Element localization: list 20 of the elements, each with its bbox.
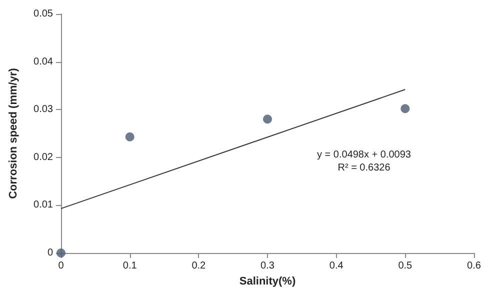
y-tick-label: 0 <box>47 248 54 258</box>
x-axis-title: Salinity(%) <box>239 275 296 288</box>
point <box>400 104 410 114</box>
annotation: y = 0.0498x + 0.0093 <box>317 150 412 160</box>
y-tick-label: 0.03 <box>34 104 54 116</box>
x-tick-label: 0.2 <box>192 260 206 272</box>
x-tick-label: 0 <box>58 260 64 272</box>
y-tick-label: 0.01 <box>34 200 54 211</box>
annotation: R² = 0.6326 <box>338 162 391 174</box>
point <box>125 132 134 142</box>
x-tick-label: 0.3 <box>260 260 275 272</box>
x-tick-label: 0.6 <box>467 260 482 272</box>
y-axis-title: Corrosion speed (mm/yr) <box>8 68 20 199</box>
x-tick-label: 0.1 <box>122 260 138 272</box>
y-tick-label: 0.04 <box>34 56 54 68</box>
x-tick-label: 0.4 <box>329 260 344 272</box>
y-tick-label: 0.02 <box>34 152 54 163</box>
x-tick-label: 0.5 <box>398 260 413 272</box>
point <box>263 114 272 124</box>
y-tick-label: 0.05 <box>34 8 54 20</box>
